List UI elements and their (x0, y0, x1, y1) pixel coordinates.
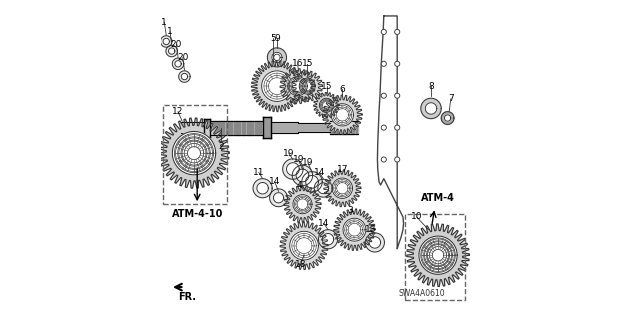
Polygon shape (306, 175, 319, 188)
Polygon shape (319, 230, 337, 249)
Polygon shape (314, 179, 332, 197)
Polygon shape (333, 209, 375, 250)
Polygon shape (322, 234, 333, 245)
Text: 4: 4 (296, 181, 302, 189)
Circle shape (381, 29, 387, 34)
Text: ATM-4: ATM-4 (421, 193, 455, 203)
Text: 14: 14 (318, 219, 330, 228)
Polygon shape (284, 186, 321, 223)
Text: 7: 7 (448, 94, 454, 103)
Polygon shape (252, 61, 303, 112)
Polygon shape (273, 193, 284, 203)
Polygon shape (296, 169, 309, 182)
Text: SWA4A0610: SWA4A0610 (399, 289, 445, 298)
Circle shape (395, 125, 400, 130)
Polygon shape (290, 231, 319, 260)
Polygon shape (441, 112, 454, 124)
Text: 2: 2 (218, 142, 224, 151)
Text: 8: 8 (428, 82, 434, 91)
Text: 20: 20 (177, 53, 189, 62)
Polygon shape (444, 115, 451, 121)
Polygon shape (319, 98, 333, 112)
Polygon shape (269, 189, 287, 207)
Polygon shape (302, 172, 322, 192)
Circle shape (381, 157, 387, 162)
Polygon shape (272, 52, 282, 63)
Polygon shape (283, 159, 303, 179)
Polygon shape (179, 71, 190, 82)
Polygon shape (175, 61, 181, 67)
Bar (404, 214, 465, 300)
Polygon shape (257, 182, 268, 194)
Polygon shape (419, 236, 457, 274)
Text: FR.: FR. (178, 292, 196, 302)
Text: 18: 18 (294, 260, 306, 269)
Text: 19: 19 (292, 155, 304, 164)
Polygon shape (421, 98, 441, 119)
Text: 3: 3 (348, 206, 353, 215)
Polygon shape (280, 222, 328, 270)
Text: 17: 17 (337, 165, 349, 174)
Text: 15: 15 (301, 59, 313, 68)
Circle shape (395, 29, 400, 34)
Polygon shape (287, 163, 300, 175)
Text: 14: 14 (269, 177, 280, 186)
Polygon shape (314, 93, 339, 118)
Polygon shape (181, 73, 188, 80)
Polygon shape (172, 131, 216, 175)
Polygon shape (292, 71, 323, 101)
Polygon shape (407, 224, 469, 286)
Text: 11: 11 (253, 168, 264, 177)
Text: 13: 13 (365, 225, 377, 234)
Circle shape (381, 61, 387, 66)
Circle shape (381, 125, 387, 130)
Polygon shape (425, 103, 436, 114)
Polygon shape (292, 165, 313, 186)
Circle shape (381, 93, 387, 98)
Polygon shape (369, 237, 381, 248)
Polygon shape (323, 95, 362, 135)
Circle shape (395, 157, 400, 162)
Text: 10: 10 (411, 212, 422, 221)
Polygon shape (253, 179, 272, 198)
Text: 19: 19 (283, 149, 294, 158)
Text: 5: 5 (270, 34, 276, 43)
Text: 15: 15 (321, 82, 333, 91)
Polygon shape (168, 48, 175, 54)
Polygon shape (166, 45, 177, 57)
Bar (163, 105, 227, 204)
Text: ATM-4-10: ATM-4-10 (172, 209, 223, 219)
Polygon shape (262, 71, 292, 101)
Polygon shape (300, 78, 316, 94)
Polygon shape (332, 178, 353, 198)
Text: 12: 12 (172, 107, 184, 116)
Polygon shape (268, 48, 287, 67)
Text: 20: 20 (171, 40, 182, 49)
Text: 14: 14 (314, 168, 325, 177)
Circle shape (395, 61, 400, 66)
Text: 1: 1 (167, 27, 173, 36)
Text: 9: 9 (274, 34, 280, 43)
Text: 6: 6 (339, 85, 345, 94)
Polygon shape (318, 183, 328, 194)
Polygon shape (163, 38, 170, 45)
Polygon shape (280, 69, 316, 104)
Polygon shape (159, 118, 229, 188)
Circle shape (395, 93, 400, 98)
Text: 1: 1 (161, 18, 167, 27)
Text: 16: 16 (292, 59, 303, 68)
Polygon shape (324, 170, 361, 207)
Polygon shape (172, 58, 184, 70)
Polygon shape (288, 77, 307, 96)
Polygon shape (161, 36, 172, 47)
Polygon shape (331, 104, 353, 126)
Polygon shape (365, 233, 385, 252)
Polygon shape (343, 218, 366, 241)
Text: 19: 19 (302, 158, 314, 167)
Polygon shape (293, 195, 312, 214)
